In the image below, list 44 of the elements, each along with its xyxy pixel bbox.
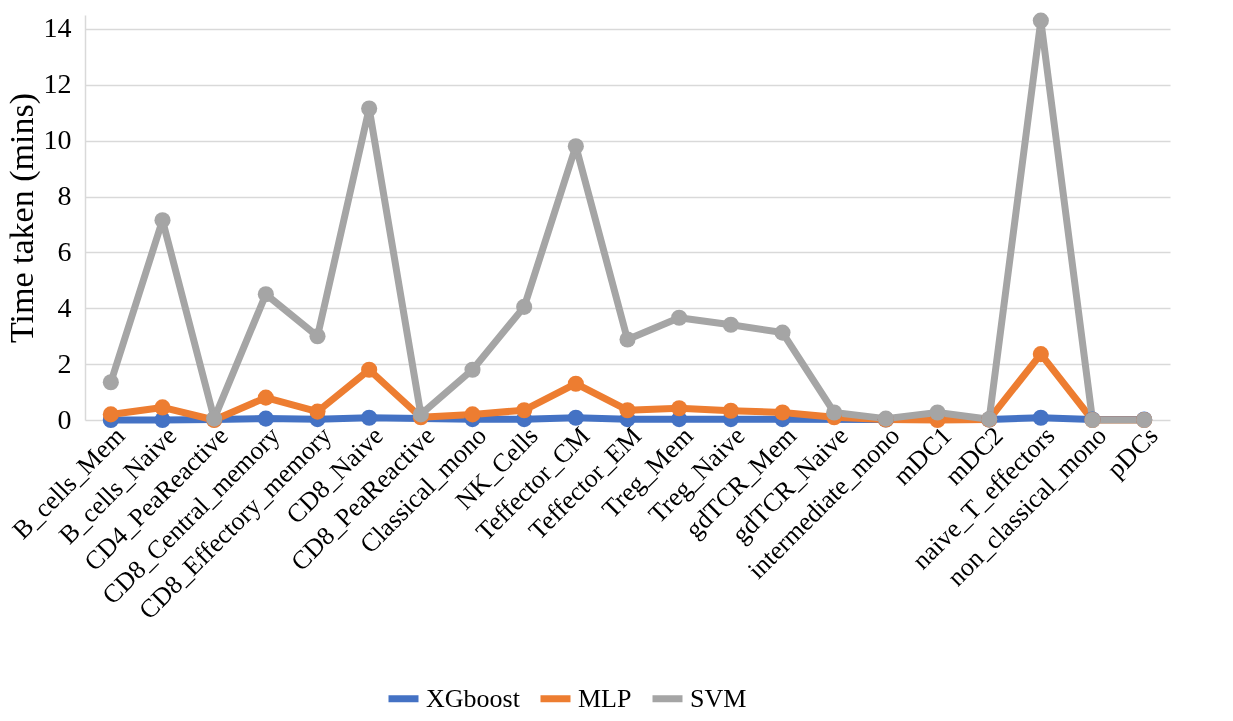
point: [309, 403, 326, 420]
y-tick-label: 2: [57, 347, 72, 379]
point: [722, 316, 739, 333]
point: [567, 138, 584, 155]
point: [567, 409, 584, 426]
point: [257, 389, 274, 406]
point: [464, 361, 481, 378]
point: [154, 399, 171, 416]
point: [516, 402, 533, 419]
point: [671, 400, 688, 417]
point: [257, 286, 274, 303]
point: [1032, 409, 1049, 426]
point: [826, 404, 843, 421]
point: [1032, 346, 1049, 363]
y-tick-label: 6: [57, 235, 72, 267]
point: [1032, 12, 1049, 29]
point: [929, 404, 946, 421]
point: [619, 331, 636, 348]
point: [361, 409, 378, 426]
point: [722, 402, 739, 419]
point: [361, 100, 378, 117]
legend-label: SVM: [690, 683, 747, 713]
y-tick-label: 10: [43, 124, 72, 156]
point: [774, 324, 791, 341]
point: [774, 404, 791, 421]
y-tick-label: 0: [57, 403, 72, 435]
point: [464, 406, 481, 423]
point: [154, 212, 171, 229]
y-tick-label: 12: [43, 68, 72, 100]
point: [361, 361, 378, 378]
point: [671, 309, 688, 326]
point: [257, 410, 274, 427]
legend-label: XGboost: [426, 683, 521, 713]
point: [567, 375, 584, 392]
y-tick-label: 4: [57, 291, 72, 323]
y-tick-label: 8: [57, 180, 72, 212]
point: [516, 298, 533, 315]
y-axis-title: Time taken (mins): [2, 93, 41, 343]
legend-label: MLP: [578, 683, 632, 713]
point: [619, 402, 636, 419]
y-tick-label: 14: [43, 12, 72, 44]
point: [102, 374, 119, 391]
point: [102, 406, 119, 423]
point: [309, 328, 326, 345]
